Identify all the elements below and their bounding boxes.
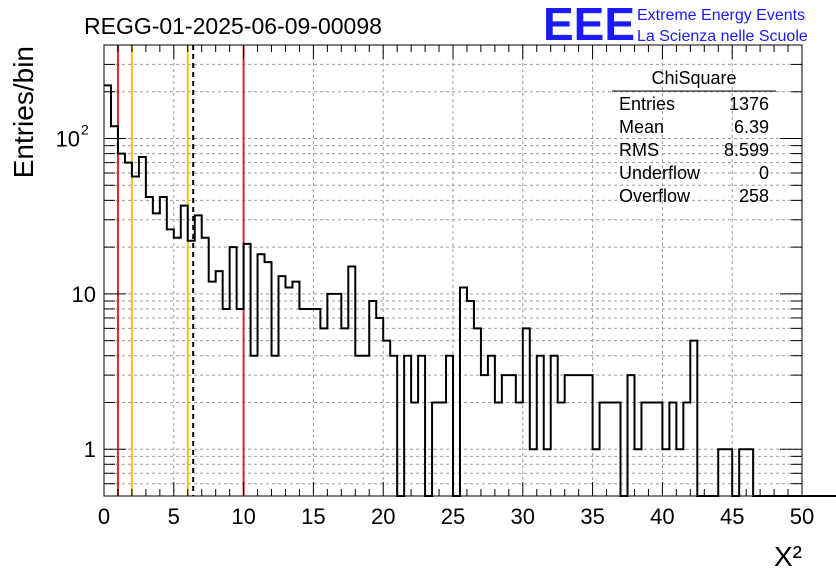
stats-row-value: 1376 [729, 94, 769, 114]
logo-line-1: Extreme Energy Events [637, 7, 805, 24]
stats-row-value: 8.599 [724, 140, 769, 160]
y-tick-label-exponent: 2 [81, 122, 89, 138]
eee-logo-mark: EEE [543, 0, 635, 50]
y-tick-label: 10 [56, 127, 80, 152]
axis-ticks [103, 45, 803, 496]
stats-rows: Entries 1376 Mean 6.39 RMS 8.599 Underflow 0 Ove… [619, 94, 769, 206]
x-tick-label: 15 [301, 504, 325, 529]
stats-row-value: 258 [739, 186, 769, 206]
x-tick-label: 25 [441, 504, 465, 529]
x-tick-label: 50 [790, 504, 814, 529]
x-tick-label: 40 [650, 504, 674, 529]
x-tick-label: 5 [168, 504, 180, 529]
stats-row-label: Entries [619, 94, 675, 114]
x-tick-label: 30 [511, 504, 535, 529]
x-axis-label: X² [774, 541, 802, 572]
stats-row-label: RMS [619, 140, 659, 160]
x-tick-label: 0 [98, 504, 110, 529]
x-tick-labels: 0 5 10 15 20 25 30 35 40 45 50 [98, 504, 814, 529]
x-tick-label: 10 [231, 504, 255, 529]
stats-row-value: 0 [759, 163, 769, 183]
eee-logo: EEE Extreme Energy Events La Scienza nel… [543, 0, 808, 50]
stats-row-label: Mean [619, 117, 664, 137]
x-tick-label: 20 [371, 504, 395, 529]
x-tick-label: 35 [580, 504, 604, 529]
stats-row-value: 6.39 [734, 117, 769, 137]
y-tick-label: 10 [72, 282, 96, 307]
chart-title: REGG-01-2025-06-09-00098 [84, 13, 382, 39]
stats-row-label: Overflow [619, 186, 691, 206]
stats-title: ChiSquare [651, 68, 736, 88]
stats-box: ChiSquare Entries 1376 Mean 6.39 RMS 8.599 Und… [612, 68, 776, 206]
x-tick-label: 45 [720, 504, 744, 529]
logo-line-2: La Scienza nelle Scuole [637, 28, 808, 45]
y-axis-label: Entries/bin [8, 46, 39, 178]
y-tick-label: 1 [84, 437, 96, 462]
histogram-outline [104, 84, 836, 497]
stats-row-label: Underflow [619, 163, 701, 183]
